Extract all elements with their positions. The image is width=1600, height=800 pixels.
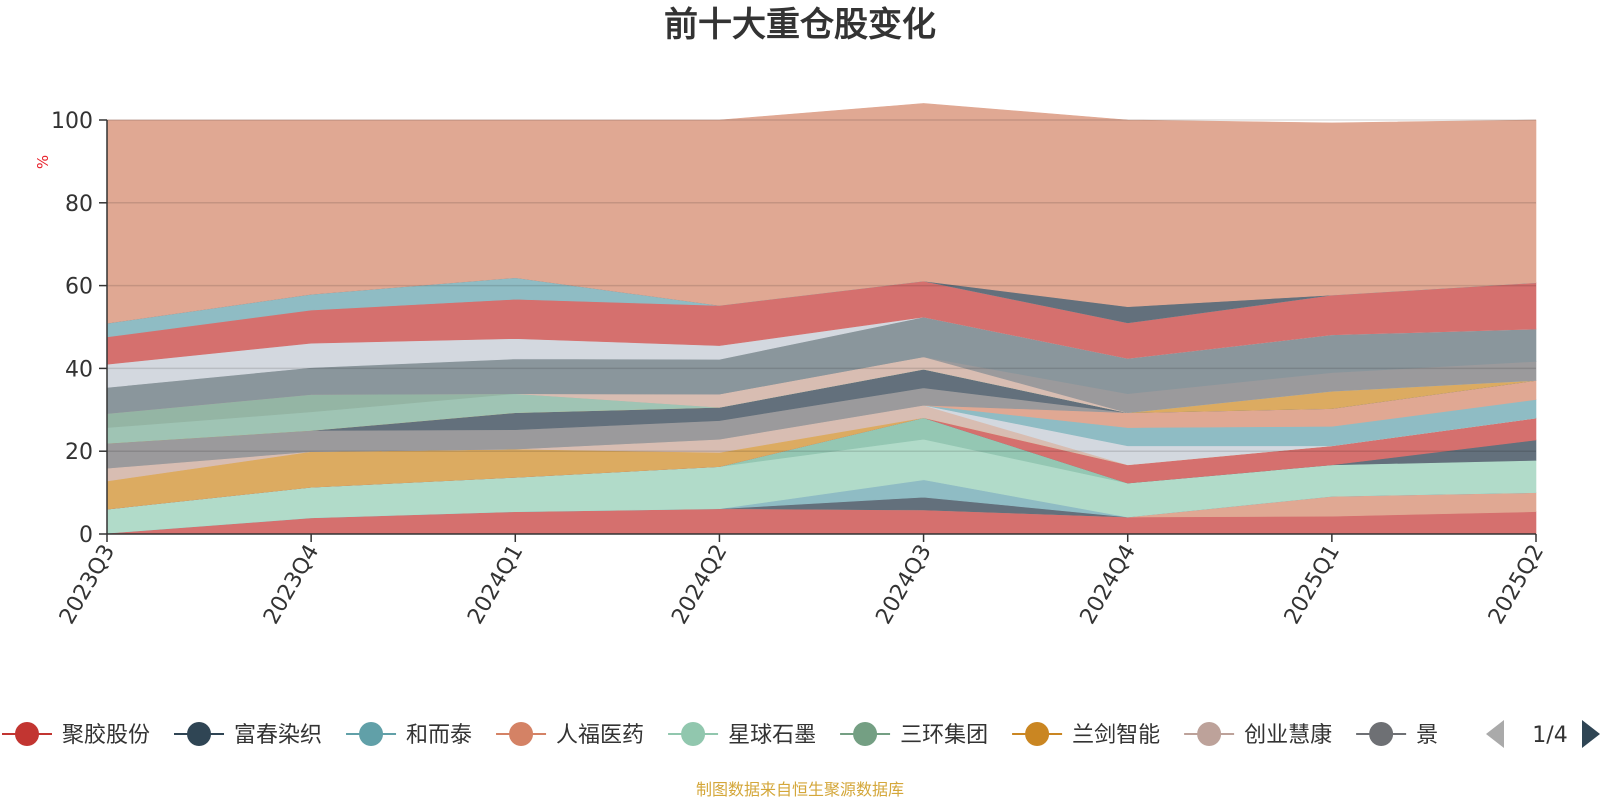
legend-item[interactable]: 富春染织 — [174, 722, 322, 748]
gridlines — [107, 119, 1536, 452]
legend-marker — [187, 722, 212, 746]
legend[interactable]: 聚胶股份 富春染织 和而泰 人福医药 星球石墨 三环集团 兰剑智能 创业慧康 景 1/4 — [2, 720, 1600, 748]
x-tick-label: 2025Q2 — [1484, 541, 1549, 629]
legend-label: 三环集团 — [900, 723, 988, 748]
y-tick-label: 20 — [65, 440, 93, 465]
legend-label: 聚胶股份 — [62, 723, 150, 748]
legend-marker — [1025, 722, 1050, 746]
area-series-25 — [106, 103, 1537, 324]
y-tick-label: 0 — [79, 523, 93, 548]
legend-label: 和而泰 — [406, 723, 472, 748]
data-source-note: 制图数据来自恒生聚源数据库 — [696, 780, 904, 799]
legend-label: 人福医药 — [556, 723, 644, 748]
legend-item[interactable]: 人福医药 — [496, 722, 644, 748]
y-tick-label: 80 — [65, 192, 93, 217]
legend-item[interactable]: 聚胶股份 — [2, 722, 150, 748]
legend-marker — [1197, 722, 1222, 746]
x-tick-label: 2023Q3 — [55, 541, 120, 629]
y-axis-unit: % — [34, 155, 52, 169]
legend-label: 创业慧康 — [1244, 723, 1332, 748]
legend-prev-arrow[interactable] — [1486, 720, 1504, 748]
legend-marker — [15, 722, 39, 746]
legend-next-arrow[interactable] — [1582, 720, 1600, 748]
x-tick-label: 2023Q4 — [259, 541, 324, 629]
legend-page-indicator: 1/4 — [1532, 723, 1567, 748]
y-tick-label: 40 — [65, 357, 93, 382]
area-layers — [106, 103, 1537, 535]
legend-marker — [1369, 722, 1394, 746]
legend-label: 富春染织 — [234, 723, 322, 748]
legend-item[interactable]: 三环集团 — [840, 722, 988, 748]
legend-marker — [853, 722, 878, 746]
legend-marker — [359, 722, 384, 746]
legend-label: 景 — [1416, 723, 1438, 748]
y-tick-label: 100 — [51, 109, 93, 134]
legend-marker — [509, 722, 534, 746]
x-tick-label: 2024Q1 — [463, 541, 528, 629]
x-tick-label: 2024Q2 — [667, 541, 732, 629]
legend-item[interactable]: 景 — [1356, 722, 1438, 748]
legend-marker — [681, 722, 706, 746]
legend-label: 兰剑智能 — [1072, 723, 1160, 748]
legend-item[interactable]: 和而泰 — [346, 722, 472, 748]
legend-item[interactable]: 兰剑智能 — [1012, 722, 1160, 748]
chart-title: 前十大重仓股变化 — [664, 5, 936, 45]
legend-item[interactable]: 创业慧康 — [1184, 722, 1332, 748]
legend-items: 聚胶股份 富春染织 和而泰 人福医药 星球石墨 三环集团 兰剑智能 创业慧康 景 — [2, 722, 1438, 748]
legend-item[interactable]: 星球石墨 — [668, 722, 816, 748]
x-tick-label: 2025Q1 — [1280, 541, 1345, 629]
legend-label: 星球石墨 — [728, 723, 816, 748]
x-tick-label: 2024Q4 — [1076, 541, 1141, 629]
x-tick-label: 2024Q3 — [871, 541, 936, 629]
y-tick-label: 60 — [65, 275, 93, 300]
